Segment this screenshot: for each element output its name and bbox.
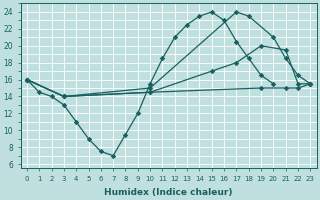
X-axis label: Humidex (Indice chaleur): Humidex (Indice chaleur) — [104, 188, 233, 197]
